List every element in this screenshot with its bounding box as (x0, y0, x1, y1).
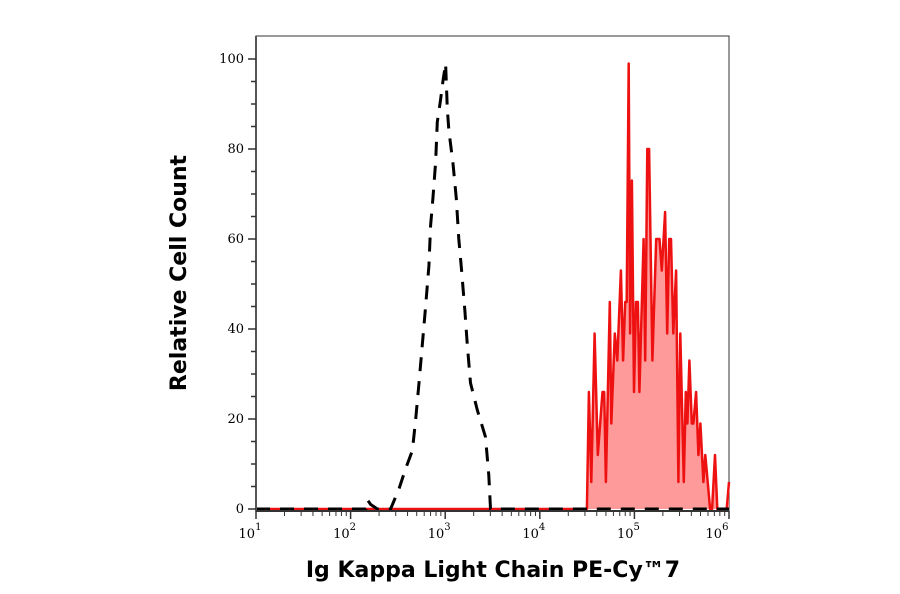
y-tick-label: 20 (227, 412, 244, 427)
series-fill-area (256, 63, 729, 509)
x-tick-exponent: 1 (255, 522, 261, 533)
x-axis-title: Ig Kappa Light Chain PE-Cy™7 (306, 558, 680, 583)
x-tick-label: 103 (428, 522, 451, 542)
x-tick-label: 101 (239, 522, 262, 542)
x-tick-base: 10 (617, 527, 634, 542)
x-tick-exponent: 2 (350, 522, 356, 533)
x-tick-exponent: 4 (539, 522, 545, 533)
x-tick-exponent: 3 (444, 522, 450, 533)
y-tick-label: 80 (227, 142, 244, 157)
series-line-red (256, 62, 731, 511)
x-tick-base: 10 (522, 527, 539, 542)
y-tick-label: 100 (219, 52, 244, 67)
x-tick-base: 10 (239, 527, 256, 542)
x-tick-base: 10 (706, 527, 723, 542)
x-tick-label: 105 (617, 522, 640, 542)
x-tick-label: 104 (522, 522, 545, 542)
x-tick-exponent: 6 (722, 522, 728, 533)
y-axis-title: Relative Cell Count (167, 154, 192, 391)
x-tick-exponent: 5 (633, 522, 639, 533)
x-tick-base: 10 (428, 527, 445, 542)
series-line-dashed (256, 63, 729, 511)
y-tick-label: 0 (236, 502, 244, 517)
x-tick-label: 106 (706, 522, 729, 542)
x-tick-base: 10 (333, 527, 350, 542)
y-tick-label: 40 (227, 322, 244, 337)
y-tick-label: 60 (227, 232, 244, 247)
x-tick-label: 102 (333, 522, 356, 542)
